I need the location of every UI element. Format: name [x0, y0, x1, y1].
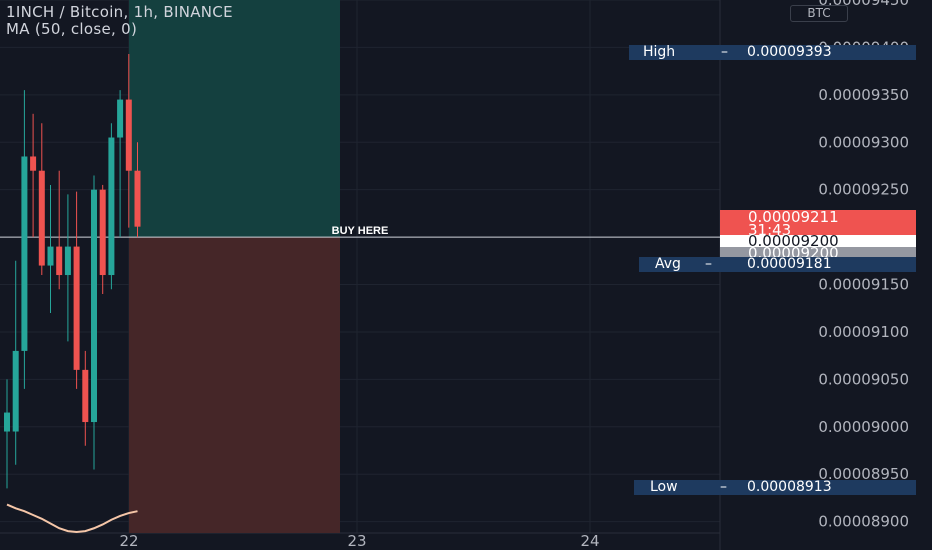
candle[interactable] — [21, 90, 28, 389]
y-tick-label: 0.00008900 — [818, 513, 909, 531]
candle-body — [56, 246, 63, 276]
entry-price-value: 0.00009200 — [748, 232, 839, 250]
candle-body — [4, 412, 10, 432]
ma-line — [6, 503, 138, 534]
candle-body — [64, 246, 71, 276]
y-tick-label: 0.00009250 — [818, 181, 909, 199]
candle[interactable] — [99, 184, 106, 295]
candle-body — [38, 170, 45, 266]
y-tick-label: 0.00009000 — [818, 418, 909, 436]
candlestick-series — [4, 54, 141, 489]
last-price-value: 0.00009211 — [748, 208, 839, 226]
avg-label: Avg — [655, 256, 681, 272]
high-value: 0.00009393 — [747, 44, 832, 60]
candle[interactable] — [47, 184, 54, 313]
candle[interactable] — [30, 113, 37, 238]
high-label: High — [643, 44, 676, 60]
countdown-value: 31:43 — [748, 221, 792, 239]
y-tick-label: 0.00009300 — [818, 133, 909, 151]
profit-zone[interactable] — [129, 0, 340, 238]
low-label: Low — [650, 479, 678, 495]
candle-body — [82, 369, 89, 423]
high-marker: High – 0.00009393 — [629, 45, 916, 60]
y-tick-label: 0.00009050 — [818, 370, 909, 388]
candle[interactable] — [64, 194, 71, 342]
currency-tag[interactable]: BTC — [790, 5, 848, 22]
candle-body — [73, 246, 80, 370]
candle[interactable] — [12, 260, 19, 465]
candle-body — [12, 350, 19, 432]
y-tick-label: 0.00009150 — [818, 276, 909, 294]
y-tick-label: 0.00009350 — [818, 86, 909, 104]
low-dash: – — [720, 479, 727, 495]
candle-body — [47, 246, 54, 266]
avg-value-box: 0.00009181 — [727, 257, 916, 272]
x-tick-label: 23 — [347, 532, 366, 550]
ma-legend[interactable]: MA (50, close, 0) — [6, 20, 138, 38]
time-axis: 22 23 24 — [119, 532, 599, 550]
low-marker: Low – 0.00008913 — [634, 480, 916, 495]
buy-here-label: BUY HERE — [332, 225, 389, 237]
chart-grid — [0, 0, 721, 550]
candle-body — [125, 99, 132, 171]
candle[interactable] — [117, 90, 124, 238]
price-axis: 0.000094500.000094000.000093500.00009300… — [818, 0, 909, 531]
candle-body — [108, 137, 115, 276]
entry-price-tag: 0.00009200 — [720, 232, 916, 250]
last-price-tag: 0.00009211 31:43 — [720, 208, 916, 239]
candle[interactable] — [73, 191, 80, 389]
candle[interactable] — [4, 379, 10, 489]
candle-body — [99, 189, 106, 276]
loss-zone[interactable] — [129, 237, 340, 533]
high-dash: – — [721, 44, 728, 60]
low-value: 0.00008913 — [747, 479, 832, 495]
candle[interactable] — [108, 123, 115, 290]
candle-body — [91, 189, 97, 423]
y-tick-label: 0.00009450 — [818, 0, 909, 9]
entry-price-value-2: 0.00009200 — [748, 244, 839, 262]
symbol-title[interactable]: 1INCH / Bitcoin, 1h, BINANCE — [6, 3, 233, 21]
candle[interactable] — [56, 170, 63, 290]
entry-price-tag-2: 0.00009200 — [720, 244, 916, 262]
candle[interactable] — [38, 123, 45, 276]
avg-value: 0.00009181 — [747, 256, 832, 272]
y-tick-label: 0.00009100 — [818, 323, 909, 341]
candle[interactable] — [91, 175, 97, 470]
candle-body — [117, 99, 124, 138]
x-tick-label: 22 — [119, 532, 138, 550]
avg-dash: – — [705, 256, 712, 272]
candle-body — [21, 156, 28, 351]
candle[interactable] — [134, 142, 141, 238]
x-tick-label: 24 — [580, 532, 599, 550]
candle[interactable] — [125, 54, 132, 228]
candle-body — [30, 156, 37, 171]
candle[interactable] — [82, 350, 89, 446]
avg-marker: Avg – — [639, 257, 727, 272]
y-tick-label: 0.00008950 — [818, 465, 909, 483]
candle-body — [134, 170, 141, 227]
